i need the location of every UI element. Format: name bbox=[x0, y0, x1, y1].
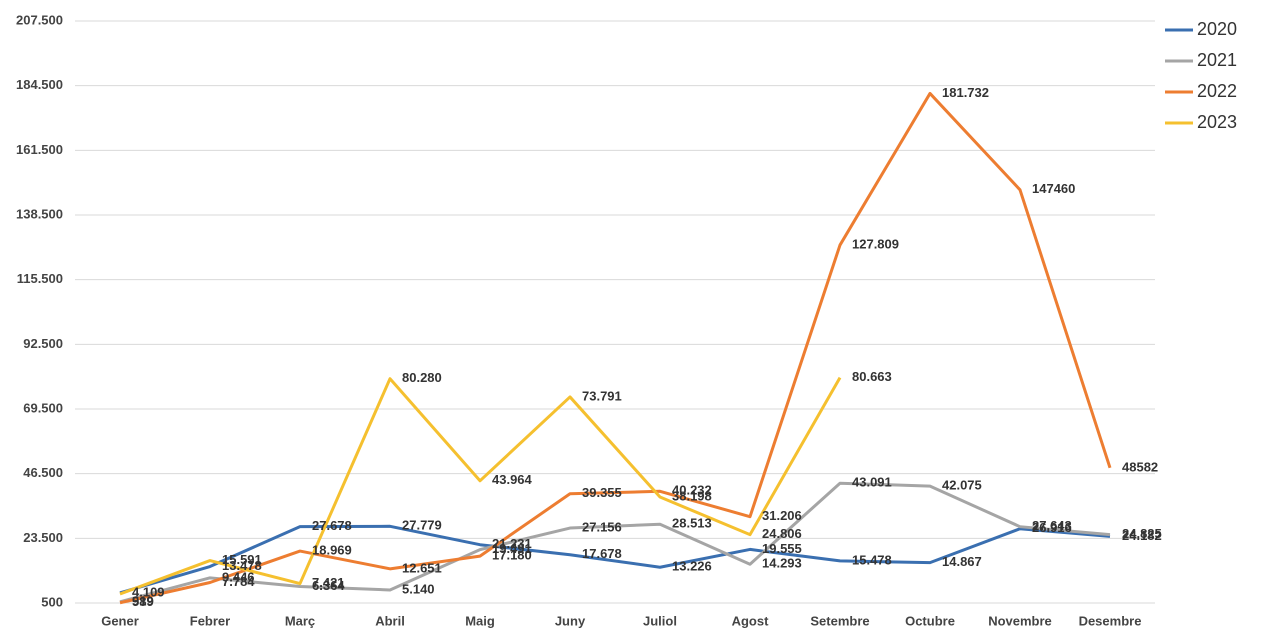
data-label: 27.643 bbox=[1032, 518, 1072, 533]
legend-label: 2023 bbox=[1197, 112, 1237, 132]
data-label: 18.969 bbox=[312, 543, 352, 558]
data-label: 15.478 bbox=[852, 552, 892, 567]
y-tick-label: 161.500 bbox=[16, 142, 63, 157]
data-label: 42.075 bbox=[942, 478, 982, 493]
y-tick-label: 115.500 bbox=[17, 271, 63, 286]
data-label: 127.809 bbox=[852, 236, 899, 251]
data-label: 48582 bbox=[1122, 459, 1158, 474]
x-tick-label: Juny bbox=[555, 613, 586, 628]
x-tick-label: Abril bbox=[375, 613, 405, 628]
data-label: 7.784 bbox=[222, 574, 255, 589]
data-label: 24.825 bbox=[1122, 526, 1162, 541]
data-label: 27.779 bbox=[402, 518, 442, 533]
data-label: 43.091 bbox=[852, 475, 892, 490]
data-label: 24.182 bbox=[1122, 528, 1162, 543]
data-label: 73.791 bbox=[582, 388, 622, 403]
series-line bbox=[119, 524, 1111, 595]
x-tick-label: Octubre bbox=[905, 613, 955, 628]
y-tick-label: 138.500 bbox=[16, 206, 63, 221]
data-label: 12.651 bbox=[402, 560, 442, 575]
data-label: 26.916 bbox=[1032, 520, 1072, 535]
data-label: 9.446 bbox=[222, 569, 255, 584]
x-tick-label: Novembre bbox=[988, 613, 1052, 628]
legend-label: 2020 bbox=[1197, 19, 1237, 39]
data-label: 7.421 bbox=[312, 575, 345, 590]
data-label: 27.156 bbox=[582, 519, 622, 534]
data-label: 80.663 bbox=[852, 369, 892, 384]
data-label: 17.678 bbox=[582, 546, 622, 561]
data-label: 6.364 bbox=[312, 578, 345, 593]
y-tick-label: 46.500 bbox=[23, 465, 63, 480]
series-line bbox=[119, 91, 1112, 605]
data-label: 14.293 bbox=[762, 556, 802, 571]
data-label: 15.591 bbox=[222, 552, 262, 567]
data-label: 589 bbox=[132, 594, 154, 609]
data-label: 27.678 bbox=[312, 518, 352, 533]
data-label: 181.732 bbox=[942, 85, 989, 100]
y-tick-label: 500 bbox=[41, 594, 63, 609]
x-tick-label: Gener bbox=[101, 613, 139, 628]
data-label: 19.491 bbox=[492, 541, 532, 556]
series-line bbox=[119, 481, 1111, 604]
data-label: 4.109 bbox=[132, 584, 165, 599]
data-label: 31.206 bbox=[762, 508, 802, 523]
data-label: 24.806 bbox=[762, 526, 802, 541]
legend-label: 2021 bbox=[1197, 50, 1237, 70]
y-tick-label: 184.500 bbox=[16, 77, 63, 92]
x-tick-label: Maig bbox=[465, 613, 495, 628]
data-label: 13.478 bbox=[222, 558, 262, 573]
data-label: 39.355 bbox=[582, 485, 622, 500]
data-label: 43.964 bbox=[492, 472, 533, 487]
legend-label: 2022 bbox=[1197, 81, 1237, 101]
series-line bbox=[119, 376, 842, 596]
data-label: 147460 bbox=[1032, 181, 1075, 196]
y-tick-label: 23.500 bbox=[23, 530, 63, 545]
y-tick-label: 207.500 bbox=[16, 12, 63, 27]
y-tick-label: 69.500 bbox=[23, 400, 63, 415]
data-label: 14.867 bbox=[942, 554, 982, 569]
data-label: 38.198 bbox=[672, 488, 712, 503]
data-label: 13.226 bbox=[672, 559, 712, 574]
x-tick-label: Setembre bbox=[810, 613, 869, 628]
x-tick-label: Juliol bbox=[643, 613, 677, 628]
data-label: 919 bbox=[132, 593, 154, 608]
x-tick-label: Desembre bbox=[1079, 613, 1142, 628]
x-tick-label: Febrer bbox=[190, 613, 230, 628]
y-tick-label: 92.500 bbox=[23, 336, 63, 351]
data-label: 21.231 bbox=[492, 536, 532, 551]
data-label: 80.280 bbox=[402, 370, 442, 385]
x-tick-label: Agost bbox=[732, 613, 770, 628]
data-label: 19.555 bbox=[762, 541, 802, 556]
data-label: 40.232 bbox=[672, 483, 712, 498]
data-label: 5.140 bbox=[402, 581, 435, 596]
data-label: 17.180 bbox=[492, 548, 532, 563]
x-tick-label: Març bbox=[285, 613, 315, 628]
data-label: 28.513 bbox=[672, 516, 712, 531]
